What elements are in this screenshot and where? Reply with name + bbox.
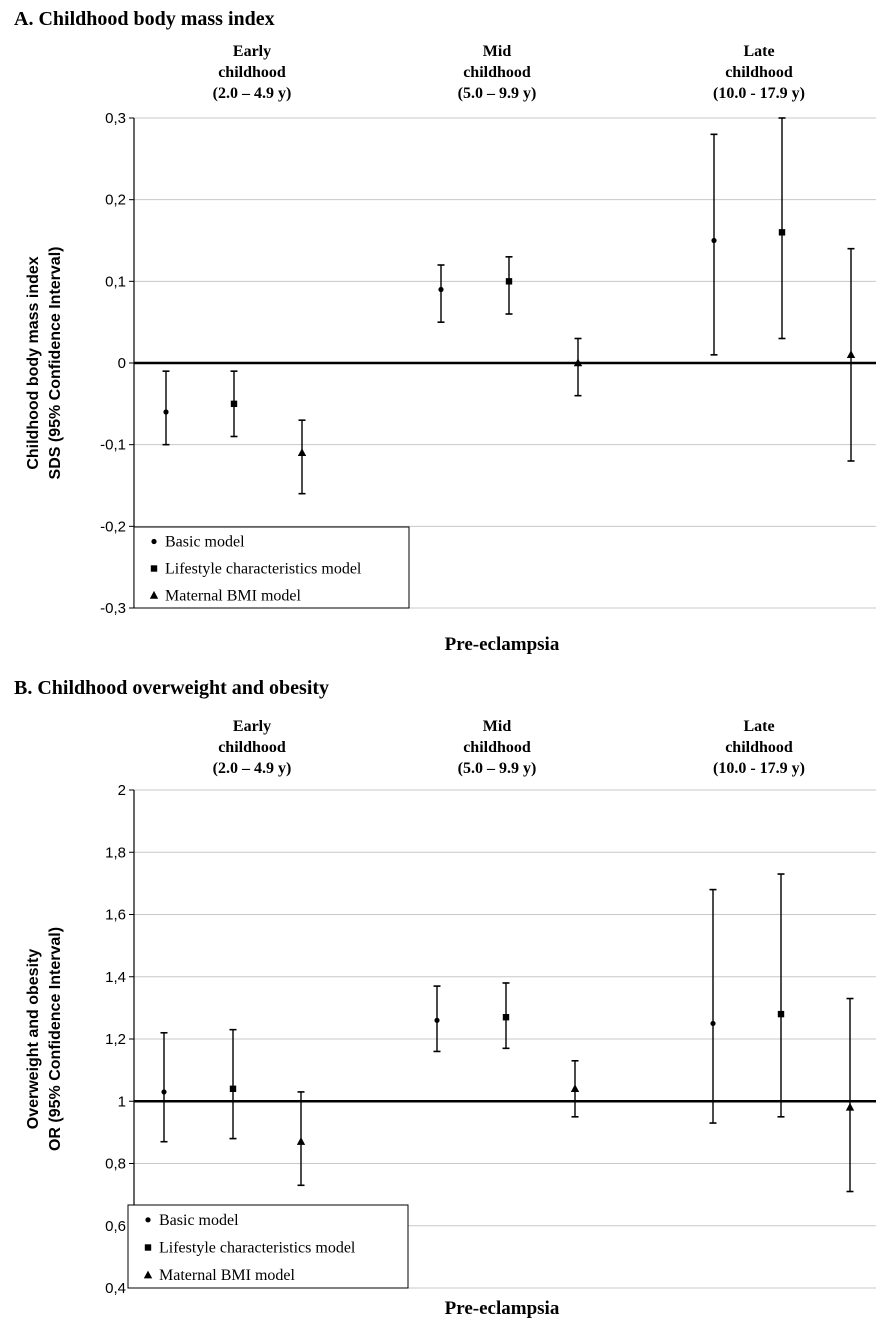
data-point <box>573 337 583 397</box>
y-tick-label: -0,2 <box>100 518 126 535</box>
data-point <box>710 133 718 356</box>
group-label: (2.0 – 4.9 y) <box>213 760 292 777</box>
y-tick-label: -0,3 <box>100 600 126 617</box>
y-tick-label: 0,1 <box>105 273 126 290</box>
marker-circle <box>161 1089 167 1095</box>
legend-box <box>127 1204 409 1289</box>
marker-triangle <box>297 448 307 457</box>
legend: Basic model Lifestyle characteristics mod… <box>133 526 410 609</box>
marker-triangle <box>573 358 583 367</box>
marker-square <box>229 1085 237 1092</box>
y-tick-label: 1 <box>118 1093 126 1110</box>
y-tick-label: 1,2 <box>105 1031 126 1048</box>
data-point <box>229 1028 237 1140</box>
marker-square <box>777 1010 785 1018</box>
group-label: (2.0 – 4.9 y) <box>213 85 292 102</box>
y-tick-label: 0,3 <box>105 110 126 127</box>
legend-marker-triangle <box>149 590 159 599</box>
group-label: childhood <box>463 739 531 756</box>
marker-triangle <box>570 1084 580 1092</box>
y-tick-label: 1,8 <box>105 844 126 861</box>
y-tick-label: 0,2 <box>105 192 126 209</box>
group-label: Early <box>233 718 271 735</box>
group-label: childhood <box>725 739 793 756</box>
legend: Basic model Lifestyle characteristics mod… <box>127 1204 409 1289</box>
legend-marker-square <box>150 565 158 572</box>
legend-label: Maternal BMI model <box>159 1267 296 1284</box>
legend-marker-square <box>144 1244 152 1251</box>
legend-label: Basic model <box>165 534 245 551</box>
data-point <box>709 888 717 1124</box>
legend-label: Lifestyle characteristics model <box>165 561 362 578</box>
data-point <box>778 117 786 340</box>
group-label: childhood <box>463 64 531 81</box>
group-label: Mid <box>483 43 512 60</box>
panel-title: B. Childhood overweight and obesity <box>14 677 329 699</box>
y-tick-label: 2 <box>118 782 126 799</box>
y-tick-label: 1,6 <box>105 907 126 924</box>
y-tick-label: 0,4 <box>105 1280 126 1297</box>
legend-box <box>133 526 410 609</box>
group-label: (10.0 - 17.9 y) <box>713 760 805 777</box>
legend-marker-circle <box>145 1217 151 1223</box>
legend-label: Lifestyle characteristics model <box>159 1240 356 1257</box>
panel-b: B. Childhood overweight and obesity 0,4 0,… <box>14 677 876 1319</box>
marker-circle <box>711 237 717 244</box>
legend-label: Maternal BMI model <box>165 588 302 605</box>
data-point <box>570 1059 580 1118</box>
data-point <box>505 256 513 315</box>
marker-circle <box>434 1017 440 1023</box>
y-tick-label: 0 <box>118 355 126 372</box>
x-axis-label: Pre-eclampsia <box>445 1298 560 1319</box>
panel-title: A. Childhood body mass index <box>14 8 275 30</box>
group-label: Mid <box>483 718 512 735</box>
panel-a: A. Childhood body mass index -0,3 -0,2 -0,1… <box>14 8 876 655</box>
group-label: (10.0 - 17.9 y) <box>713 85 805 102</box>
group-label: Late <box>743 718 774 735</box>
group-label: childhood <box>218 64 286 81</box>
group-label: childhood <box>725 64 793 81</box>
group-label: Early <box>233 43 271 60</box>
marker-circle <box>438 286 444 293</box>
y-tick-label: 0,6 <box>105 1218 126 1235</box>
marker-triangle <box>845 1102 855 1111</box>
marker-circle <box>710 1020 716 1027</box>
marker-square <box>778 229 786 236</box>
y-axis-title: Childhood body mass index <box>25 256 42 469</box>
x-axis-label: Pre-eclampsia <box>445 634 560 655</box>
y-tick-label: 1,4 <box>105 969 126 986</box>
marker-square <box>502 1014 510 1021</box>
legend-label: Basic model <box>159 1212 239 1229</box>
group-label: (5.0 – 9.9 y) <box>458 85 537 102</box>
marker-triangle <box>846 350 856 359</box>
marker-square <box>505 278 513 285</box>
y-tick-label: -0,1 <box>100 437 126 454</box>
data-point <box>160 1031 168 1143</box>
legend-marker-circle <box>151 538 157 545</box>
y-axis-title: Overweight and obesity <box>25 949 42 1130</box>
data-point <box>846 247 856 462</box>
data-point <box>162 370 170 446</box>
data-point <box>437 264 445 323</box>
data-point <box>433 985 441 1053</box>
marker-circle <box>163 409 169 415</box>
data-point <box>230 370 238 438</box>
group-label: childhood <box>218 739 286 756</box>
data-point <box>777 873 785 1118</box>
data-point <box>502 982 510 1050</box>
marker-square <box>230 400 238 408</box>
data-point <box>296 1091 306 1187</box>
y-axis-title: OR (95% Confidence Interval) <box>47 927 64 1151</box>
group-label: (5.0 – 9.9 y) <box>458 760 537 777</box>
group-label: Late <box>743 43 774 60</box>
y-axis-title: SDS (95% Confidence Interval) <box>47 247 64 480</box>
legend-marker-triangle <box>143 1270 153 1279</box>
marker-triangle <box>296 1137 306 1145</box>
data-point <box>845 997 855 1193</box>
data-point <box>297 419 307 495</box>
y-tick-label: 0,8 <box>105 1156 126 1173</box>
